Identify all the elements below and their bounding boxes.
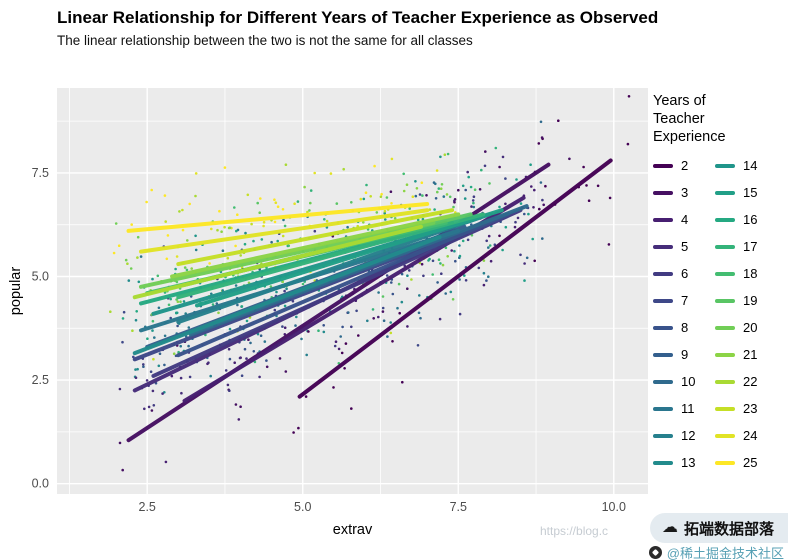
legend-entry-label: 18 bbox=[743, 266, 758, 281]
watermark-brand-text: 拓端数据部落 bbox=[683, 520, 774, 538]
y-tick-label: 7.5 bbox=[32, 166, 49, 180]
y-tick-label: 5.0 bbox=[32, 270, 49, 284]
regression-line-year-22 bbox=[132, 224, 423, 300]
regression-line-year-13 bbox=[132, 235, 442, 356]
regression-line-year-6 bbox=[151, 208, 523, 378]
legend-entry-label: 24 bbox=[743, 428, 758, 443]
x-tick-label: 10.0 bbox=[602, 500, 626, 514]
legend-key-line-icon bbox=[715, 325, 735, 330]
legend-title-line: Teacher bbox=[653, 111, 705, 127]
legend-entry-label: 22 bbox=[743, 374, 758, 389]
legend-key-line-icon bbox=[653, 379, 673, 384]
legend-entry-label: 15 bbox=[743, 185, 758, 200]
legend-key-line-icon bbox=[653, 271, 673, 276]
legend-entry-label: 16 bbox=[743, 212, 758, 227]
legend-key-line-icon bbox=[715, 217, 735, 222]
legend-key-line-icon bbox=[653, 217, 673, 222]
legend-key-line-icon bbox=[715, 433, 735, 438]
y-tick-label: 2.5 bbox=[32, 373, 49, 387]
legend-key-line-icon bbox=[715, 460, 735, 465]
legend-entry-label: 9 bbox=[681, 347, 689, 362]
legend-key-line-icon bbox=[653, 433, 673, 438]
regression-lines bbox=[126, 158, 613, 443]
legend-key-line-icon bbox=[715, 163, 735, 168]
regression-line-year-10 bbox=[188, 204, 529, 337]
legend-entry-label: 5 bbox=[681, 239, 689, 254]
legend-entries: 2 14 3 15 4 16 5 17 6 18 7 19 8 20 9 21 10 22 11 23 12 24 13 25 bbox=[653, 158, 787, 470]
legend-title: Years of Teacher Experience bbox=[653, 92, 787, 146]
legend-title-line: Years of bbox=[653, 93, 706, 109]
legend-key-line-icon bbox=[653, 244, 673, 249]
legend-title-line: Experience bbox=[653, 129, 726, 145]
legend-key-line-icon bbox=[715, 271, 735, 276]
legend-key-line-icon bbox=[653, 352, 673, 357]
legend-key-line-icon bbox=[715, 352, 735, 357]
axis-tick-labels: 2.5 5.0 7.5 10.0 0.0 2.5 5.0 7.5 bbox=[32, 166, 626, 514]
watermark-community: @稀土掘金技术社区 bbox=[648, 543, 784, 560]
legend-key-line-icon bbox=[715, 298, 735, 303]
legend-entry-label: 10 bbox=[681, 374, 696, 389]
legend-entry-label: 19 bbox=[743, 293, 758, 308]
legend-entry-label: 2 bbox=[681, 158, 689, 173]
page-subtitle: The linear relationship between the two … bbox=[57, 33, 473, 48]
x-tick-label: 5.0 bbox=[294, 500, 311, 514]
legend-entry-label: 12 bbox=[681, 428, 696, 443]
y-tick-label: 0.0 bbox=[32, 477, 49, 491]
x-tick-label: 2.5 bbox=[139, 500, 156, 514]
juejin-badge-icon bbox=[648, 546, 662, 559]
legend-entry-label: 13 bbox=[681, 455, 696, 470]
watermark-brand-bar: ☁ 拓端数据部落 bbox=[649, 513, 788, 543]
legend-entry-label: 17 bbox=[743, 239, 758, 254]
legend-key-line-icon bbox=[653, 460, 673, 465]
legend-key-line-icon bbox=[653, 406, 673, 411]
legend-entry-label: 14 bbox=[743, 158, 758, 173]
legend-key-line-icon bbox=[715, 244, 735, 249]
legend-key-line-icon bbox=[653, 163, 673, 168]
legend-entry-label: 6 bbox=[681, 266, 689, 281]
legend-key-line-icon bbox=[653, 190, 673, 195]
regression-line-year-15 bbox=[194, 208, 504, 308]
legend-entry-label: 20 bbox=[743, 320, 758, 335]
legend-key-line-icon bbox=[715, 406, 735, 411]
x-axis-title: extrav bbox=[333, 522, 373, 538]
regression-line-year-17 bbox=[176, 212, 486, 300]
legend-entry-label: 21 bbox=[743, 347, 758, 362]
legend-entry-label: 8 bbox=[681, 320, 689, 335]
regression-line-year-23 bbox=[176, 208, 455, 267]
legend-key-line-icon bbox=[653, 325, 673, 330]
regression-line-year-2 bbox=[297, 158, 613, 399]
legend-key-line-icon bbox=[715, 379, 735, 384]
legend-entry-label: 25 bbox=[743, 455, 758, 470]
legend-key-line-icon bbox=[653, 298, 673, 303]
watermark-url: https://blog.c bbox=[540, 524, 609, 538]
legend-entry-label: 3 bbox=[681, 185, 689, 200]
regression-line-year-21 bbox=[170, 212, 461, 279]
legend-entry-label: 11 bbox=[681, 401, 695, 416]
regression-line-year-25 bbox=[126, 202, 430, 233]
page-title: Linear Relationship for Different Years … bbox=[57, 8, 659, 27]
regression-line-year-20 bbox=[138, 220, 436, 289]
legend-entry-label: 7 bbox=[681, 293, 689, 308]
watermark-community-text: @稀土掘金技术社区 bbox=[666, 546, 784, 560]
regression-line-year-8 bbox=[176, 212, 511, 358]
legend-key-line-icon bbox=[715, 190, 735, 195]
legend-entry-label: 23 bbox=[743, 401, 758, 416]
regression-line-year-24 bbox=[138, 208, 430, 254]
legend: Years of Teacher Experience 2 14 3 15 4 16 5 17 6 1… bbox=[653, 92, 787, 470]
y-axis-title: popular bbox=[8, 267, 24, 316]
cloud-icon: ☁ bbox=[661, 519, 678, 536]
legend-entry-label: 4 bbox=[681, 212, 689, 227]
x-tick-label: 7.5 bbox=[450, 500, 467, 514]
